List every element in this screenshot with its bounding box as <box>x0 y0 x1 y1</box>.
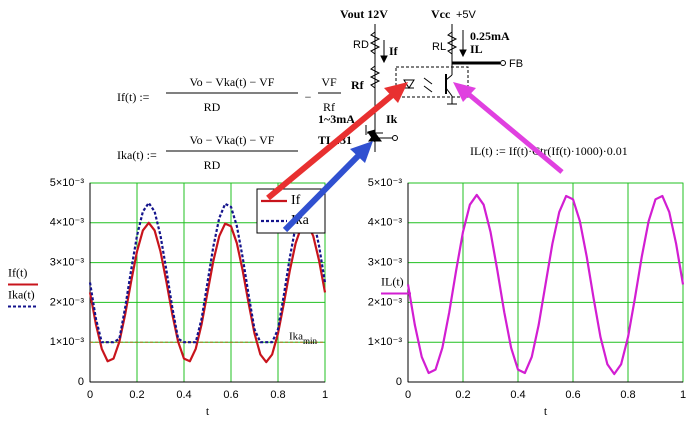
formula-num: VF <box>321 75 337 89</box>
arrowhead <box>380 55 388 64</box>
transistor <box>445 74 453 81</box>
x-tick-label: 0 <box>405 389 411 401</box>
circuit-label: FB <box>509 58 523 70</box>
x-tick-label: 0 <box>87 389 93 401</box>
circuit-label: Rf <box>351 78 365 92</box>
circuit-label: 0.25mA <box>470 29 510 43</box>
circuit-label: Ik <box>386 112 398 126</box>
y-tick-label: 1×10⁻³ <box>368 336 403 348</box>
arrowhead <box>384 82 408 103</box>
circuit-label: If <box>389 44 399 58</box>
formula-lhs: If(t) := <box>117 90 150 104</box>
circuit-label: RD <box>353 39 369 51</box>
legend-label: If <box>291 193 301 208</box>
formula-num: Vo − Vka(t) − VF <box>190 133 275 147</box>
x-tick-label: 0.6 <box>565 389 580 401</box>
formula: IL(t) := If(t)·Ctr(If(t)·1000)·0.01 <box>470 144 628 158</box>
formula-den: RD <box>204 158 221 172</box>
optocoupler <box>395 66 469 98</box>
y-axis-label: IL(t) <box>381 274 404 288</box>
arrowhead <box>459 49 467 58</box>
x-axis-label: t <box>544 404 548 418</box>
transistor <box>445 87 453 97</box>
light <box>423 77 433 85</box>
circuit-label: RL <box>432 41 446 53</box>
circuit-label: Vcc <box>431 7 451 21</box>
arrow <box>464 90 564 174</box>
circuit-label: 1~3mA <box>318 112 355 126</box>
y-tick-label: 5×10⁻³ <box>368 177 403 189</box>
x-tick-label: 0.4 <box>510 389 525 401</box>
y-tick-label: 4×10⁻³ <box>50 217 85 229</box>
y-tick-label: 4×10⁻³ <box>368 217 403 229</box>
x-axis-label: t <box>206 404 210 418</box>
y-tick-label: 2×10⁻³ <box>50 296 85 308</box>
circuit: Vout 12V Vcc +5V RD RL 0.25mA IL FB If R… <box>318 7 523 152</box>
resistor <box>369 31 381 55</box>
x-tick-label: 0.2 <box>455 389 470 401</box>
resistor <box>369 65 381 89</box>
arrows <box>266 82 564 233</box>
formula-den: Rf <box>323 100 335 114</box>
resistor <box>446 31 458 55</box>
series-line <box>88 201 327 344</box>
x-tick-label: 0.4 <box>176 389 191 401</box>
y-axis-label: If(t) <box>8 265 27 279</box>
x-tick-label: 0.8 <box>270 389 285 401</box>
reference-label-sub: min <box>303 336 318 346</box>
terminal <box>500 60 506 66</box>
terminal <box>392 135 398 141</box>
x-tick-label: 1 <box>680 389 686 401</box>
arrowhead <box>453 82 476 102</box>
y-tick-label: 2×10⁻³ <box>368 296 403 308</box>
y-tick-label: 0 <box>78 376 84 388</box>
light <box>423 85 433 93</box>
y-tick-label: 1×10⁻³ <box>50 336 85 348</box>
charts: 0 0.2 0.4 0.6 0.8 1 0 1×10⁻³ 2×10⁻³ 3×10⁻³ 4×10⁻³ 5… <box>8 177 686 418</box>
formula-num: Vo − Vka(t) − VF <box>190 75 275 89</box>
formula-den: RD <box>204 100 221 114</box>
arrowhead <box>350 141 373 163</box>
circuit-label: IL <box>470 42 483 56</box>
y-tick-label: 3×10⁻³ <box>50 257 85 269</box>
y-tick-label: 3×10⁻³ <box>368 257 403 269</box>
x-tick-label: 0.8 <box>620 389 635 401</box>
series-line <box>406 193 685 376</box>
x-tick-label: 0.2 <box>129 389 144 401</box>
arrow <box>266 89 398 201</box>
y-axis-label: Ika(t) <box>8 287 35 301</box>
formulas: If(t) := Vo − Vka(t) − VF RD − VF Rf Ika… <box>117 75 628 172</box>
circuit-label: +5V <box>456 9 477 21</box>
series-line <box>88 221 327 364</box>
y-tick-label: 0 <box>396 376 402 388</box>
arrow <box>282 149 365 233</box>
x-tick-label: 1 <box>322 389 328 401</box>
x-tick-label: 0.6 <box>223 389 238 401</box>
formula-op: − <box>305 90 312 104</box>
formula-lhs: Ika(t) := <box>117 148 157 162</box>
circuit-label: Vout 12V <box>340 7 388 21</box>
y-tick-label: 5×10⁻³ <box>50 177 85 189</box>
